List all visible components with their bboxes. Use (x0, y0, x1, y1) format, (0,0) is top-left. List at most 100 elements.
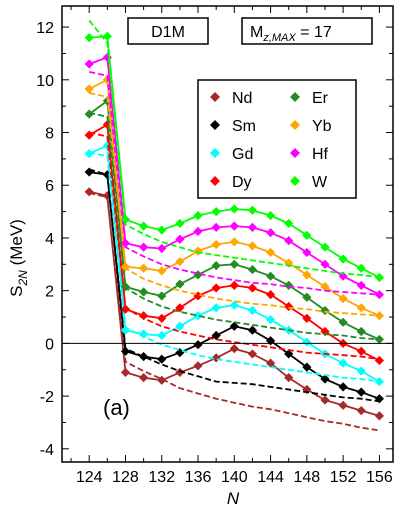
y-axis-label-sub: 2N (16, 270, 30, 287)
series-hf-point (320, 259, 330, 269)
y-tick-label: 6 (45, 178, 54, 195)
y-tick-label: 12 (36, 20, 54, 37)
legend-item-w: W (290, 174, 328, 191)
series-gd-point (193, 311, 203, 321)
series-er-point (175, 279, 185, 289)
series-hf-point (229, 221, 239, 231)
series-yb-point (374, 311, 384, 321)
series-w-point (193, 210, 203, 221)
legend-marker (290, 120, 300, 130)
series-dy-point (84, 130, 94, 140)
series-gd-point (139, 329, 149, 339)
series-dy-point (320, 326, 330, 337)
series-er-point (320, 305, 330, 316)
x-axis-label: N (227, 489, 240, 508)
series-hf-point (374, 290, 384, 300)
y-axis-label: S2N (MeV) (7, 219, 30, 297)
series-sm-point (247, 325, 258, 335)
legend-item-hf: Hf (290, 146, 329, 163)
series-gd (84, 141, 384, 387)
y-tick-label: 2 (45, 284, 54, 301)
series-sm-point (211, 330, 221, 341)
series-er-point (338, 317, 348, 327)
series-yb-point (211, 239, 221, 250)
series-w (84, 19, 384, 283)
series-w-point (211, 206, 221, 217)
series-w-point (139, 221, 149, 231)
series-yb-point (139, 263, 149, 273)
legend-label: Sm (232, 118, 256, 135)
series-hf-point (247, 222, 258, 233)
series-w-point (84, 33, 94, 43)
series-dy-point (120, 304, 131, 314)
legend-marker (290, 148, 300, 158)
series-nd-point (247, 349, 258, 359)
series-layer (84, 19, 384, 432)
legend-marker (210, 148, 220, 158)
legend-item-er: Er (290, 90, 329, 107)
series-gd-point (120, 325, 131, 335)
series-nd-point (265, 358, 276, 368)
series-w-point (247, 205, 258, 215)
series-dy-point (284, 301, 294, 312)
series-yb-point (84, 84, 94, 94)
series-dy (84, 120, 384, 366)
series-nd-reference-line (89, 192, 380, 432)
series-er-point (302, 292, 312, 302)
mzmax-tail: = 17 (296, 24, 332, 41)
series-w-point (120, 214, 131, 225)
series-er-point (356, 326, 366, 337)
series-w-point (284, 218, 294, 229)
y-tick-label: 8 (45, 126, 54, 143)
series-hf-point (284, 235, 294, 246)
y-tick-label: -2 (40, 389, 54, 406)
series-gd-point (175, 321, 185, 331)
panel-label: (a) (103, 395, 130, 420)
legend-item-yb: Yb (290, 118, 332, 135)
series-yb-point (193, 246, 203, 256)
series-gd-point (338, 358, 348, 368)
series-sm-point (265, 336, 276, 346)
series-gd-point (265, 315, 276, 325)
series-hf-point (175, 234, 185, 244)
series-hf-point (265, 228, 276, 238)
legend-label: Nd (232, 90, 252, 107)
series-sm-point (338, 382, 348, 392)
x-tick-label: 152 (330, 469, 357, 486)
series-er-point (193, 270, 203, 280)
series-sm-point (193, 340, 203, 350)
series-nd-point (193, 361, 203, 371)
series-hf (84, 52, 384, 300)
series-er-point (139, 287, 149, 297)
y-axis-label-unit: (MeV) (7, 219, 26, 270)
x-tick-label: 148 (293, 469, 320, 486)
legend-marker (210, 176, 220, 186)
series-nd-point (320, 395, 330, 405)
x-tick-label: 128 (112, 469, 139, 486)
series-dy-point (211, 283, 221, 293)
legend-item-sm: Sm (210, 118, 256, 135)
series-nd-point (84, 187, 94, 197)
mzmax-box-label: Mz,MAX = 17 (250, 24, 332, 44)
series-sm-point (84, 167, 94, 177)
series-gd-point (356, 366, 366, 376)
series-gd-point (211, 303, 221, 313)
legend-label: Yb (312, 118, 332, 135)
mzmax-main: M (250, 24, 263, 41)
legend: Nd Sm Gd Dy Er Yb Hf W (197, 79, 357, 199)
series-er-point (247, 264, 258, 275)
series-sm-point (356, 387, 366, 397)
legend-item-gd: Gd (210, 146, 253, 163)
legend-box (197, 79, 357, 199)
series-w-point (320, 242, 330, 252)
series-w-point (175, 218, 185, 229)
series-er-point (229, 259, 239, 269)
series-sm-point (374, 394, 384, 404)
series-nd-point (229, 344, 239, 354)
series-gd-point (247, 305, 258, 316)
series-sm-point (175, 348, 185, 358)
series-hf-point (211, 222, 221, 233)
series-yb-point (320, 282, 330, 292)
legend-label: Gd (232, 146, 253, 163)
series-yb-point (229, 237, 239, 247)
